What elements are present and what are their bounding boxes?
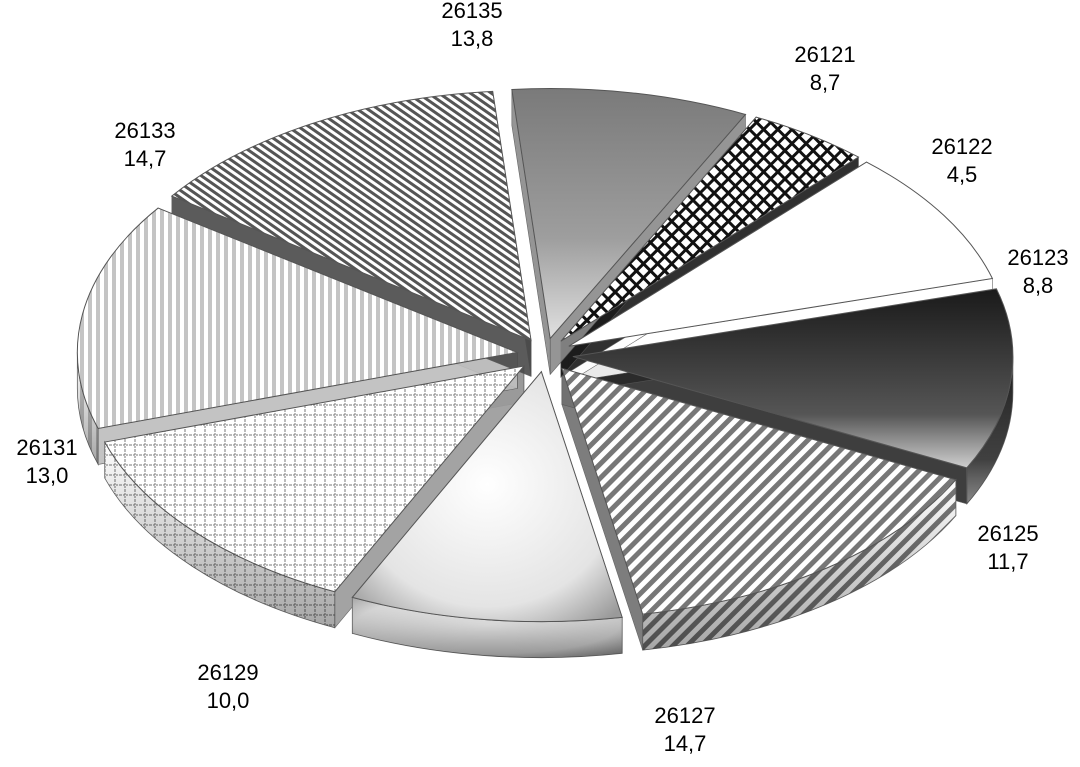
slice-side-shade-26127	[642, 479, 956, 651]
slice-value-label: 14,7	[124, 146, 167, 171]
slice-label-26127: 26127 14,7	[654, 703, 715, 756]
slice-label-26131: 26131 13,0	[16, 435, 77, 488]
slice-category-label: 26129	[197, 660, 258, 685]
slice-value-label: 14,7	[664, 731, 707, 756]
slice-value-label: 8,7	[810, 70, 841, 95]
pie-slice-26125	[572, 288, 1014, 469]
pie-slice-26127	[561, 367, 957, 615]
pie-slice-26129	[351, 370, 623, 623]
pie-top-layer	[76, 88, 1014, 623]
slice-category-label: 26131	[16, 435, 77, 460]
slice-side-shade-26133	[77, 352, 99, 465]
slice-value-label: 13,0	[26, 463, 69, 488]
slice-value-label: 13,8	[451, 26, 494, 51]
slice-label-26129: 26129 10,0	[197, 660, 258, 713]
pie-slice-26131	[103, 365, 526, 593]
pie-slice-26121	[511, 88, 747, 340]
slice-side-shade-26131	[104, 442, 335, 628]
slice-label-26121: 26121 8,7	[794, 42, 855, 95]
slice-label-26125: 26125 11,7	[977, 521, 1038, 574]
slice-category-label: 26121	[794, 42, 855, 67]
slice-label-26133: 26133 14,7	[114, 118, 175, 171]
slice-category-label: 26123	[1007, 245, 1068, 270]
pie-slice-26123	[568, 161, 994, 347]
slice-category-label: 26127	[654, 703, 715, 728]
pie-slice-26122	[560, 116, 860, 342]
slice-label-26135: 26135 13,8	[441, 0, 502, 51]
pie-label-layer: 26121 8,7 26122 4,5 26123 8,8 26125 11,7 26127 14…	[16, 0, 1068, 756]
slice-category-label: 26125	[977, 521, 1038, 546]
slice-category-label: 26133	[114, 118, 175, 143]
slice-category-label: 26135	[441, 0, 502, 23]
slice-value-label: 4,5	[947, 162, 978, 187]
slice-category-label: 26122	[931, 134, 992, 159]
slice-value-label: 10,0	[207, 688, 250, 713]
slice-label-26122: 26122 4,5	[931, 134, 992, 187]
slice-side-shade-26125	[966, 356, 1013, 504]
slice-value-label: 11,7	[987, 549, 1028, 574]
pie-slice-26133	[76, 207, 520, 430]
slice-side-shade-26129	[352, 597, 623, 658]
slice-label-26123: 26123 8,8	[1007, 245, 1068, 298]
slice-value-label: 8,8	[1023, 273, 1054, 298]
pie-slice-26135	[170, 90, 532, 342]
